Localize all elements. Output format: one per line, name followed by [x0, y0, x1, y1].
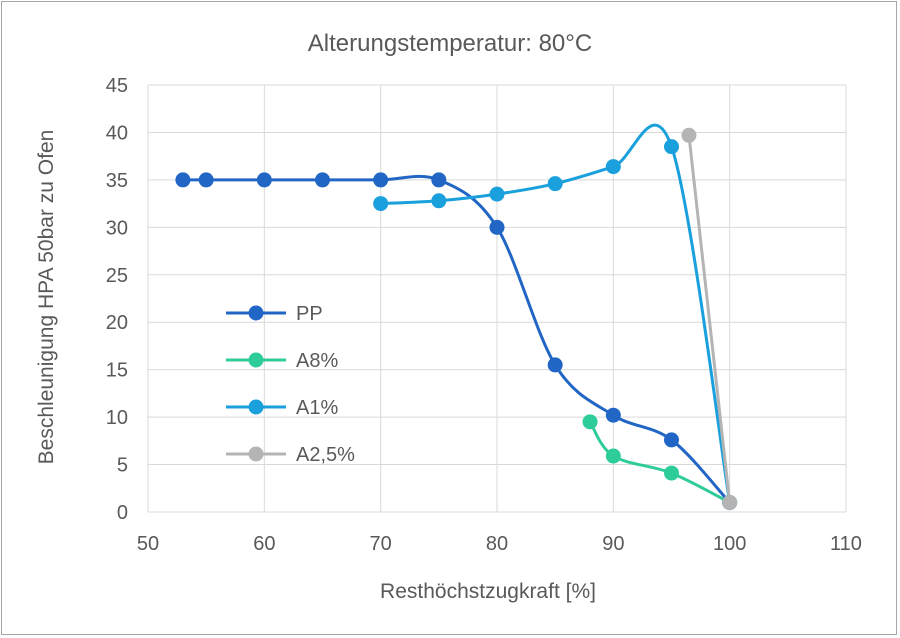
data-point-a1 [489, 186, 505, 202]
data-point-a8 [605, 448, 621, 464]
legend: PP A8% A1% A2,5% [226, 303, 355, 466]
legend-label: A1% [296, 397, 338, 419]
data-point-pp [256, 172, 272, 188]
legend-marker [248, 352, 264, 368]
y-tick-label: 20 [106, 312, 128, 334]
legend-label: A8% [296, 350, 338, 372]
x-tick-label: 90 [602, 533, 624, 555]
x-tick-label: 70 [370, 533, 392, 555]
chart-title: Alterungstemperatur: 80°C [308, 30, 592, 57]
data-point-pp [175, 172, 191, 188]
x-tick-label: 50 [137, 533, 159, 555]
x-axis-title: Resthöchstzugkraft [%] [380, 580, 596, 603]
series-a1 [373, 123, 738, 511]
x-tick-label: 110 [830, 533, 862, 555]
legend-label: A2,5% [296, 444, 355, 466]
series-line-a8 [588, 421, 731, 504]
legend-marker [248, 399, 264, 415]
legend-item-a2-5: A2,5% [226, 444, 355, 466]
series-a2-5 [681, 127, 738, 511]
x-tick-label: 100 [713, 533, 746, 555]
x-tick-label: 80 [486, 533, 508, 555]
data-point-a2-5 [681, 127, 697, 143]
legend-item-a1: A1% [226, 397, 338, 419]
legend-marker [248, 305, 264, 321]
series-pp [175, 172, 738, 511]
y-tick-label: 10 [106, 407, 128, 429]
legend-label: PP [296, 303, 323, 325]
data-point-pp [198, 172, 214, 188]
x-tick-label: 60 [253, 533, 275, 555]
data-point-a8 [664, 465, 679, 481]
data-point-pp [431, 172, 447, 188]
y-tick-label: 40 [106, 122, 128, 144]
data-point-pp [605, 407, 621, 423]
y-axis-title: Beschleunigung HPA 50bar zu Ofen [35, 130, 58, 465]
data-point-a1 [664, 139, 679, 155]
y-tick-label: 25 [106, 265, 128, 287]
data-point-a1 [605, 159, 621, 175]
data-point-a1 [547, 176, 563, 192]
y-tick-label: 30 [106, 217, 128, 239]
y-tick-label: 0 [117, 502, 128, 524]
data-point-a1 [431, 193, 447, 209]
y-tick-label: 5 [117, 455, 128, 477]
x-axis-tick-labels: 50 60 70 80 90 100 110 [137, 533, 862, 555]
data-point-a8 [582, 414, 598, 430]
data-point-a1 [373, 196, 389, 212]
gridlines [147, 84, 847, 513]
data-point-pp [373, 172, 389, 188]
legend-item-a8: A8% [226, 350, 338, 372]
y-tick-label: 35 [106, 170, 128, 192]
y-tick-label: 15 [106, 360, 128, 382]
legend-item-pp: PP [226, 303, 323, 325]
data-point-a2-5 [722, 495, 738, 511]
data-point-pp [489, 219, 505, 235]
series-line-a2-5 [687, 135, 732, 503]
series-a8 [582, 414, 738, 511]
data-point-pp [664, 432, 679, 448]
series-layer [175, 123, 738, 511]
legend-marker [248, 446, 264, 462]
y-axis-tick-labels: 0 5 10 15 20 25 30 35 40 45 [106, 75, 128, 524]
y-tick-label: 45 [106, 75, 128, 97]
data-point-pp [547, 357, 563, 373]
data-point-pp [315, 172, 330, 188]
